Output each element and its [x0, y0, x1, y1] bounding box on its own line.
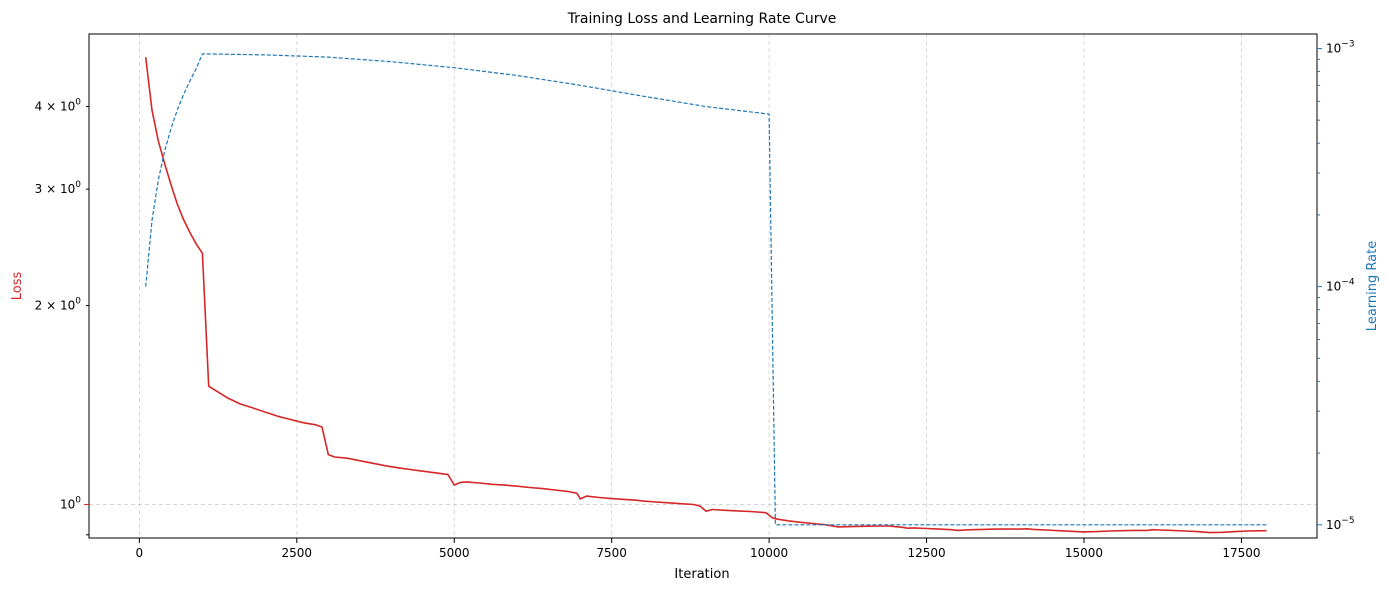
y-minor-tick-label: 3 × 100 [35, 180, 82, 196]
x-tick-label: 0 [136, 546, 144, 560]
y-minor-tick-label: 2 × 100 [35, 297, 82, 313]
x-tick-label: 12500 [907, 546, 945, 560]
learning-rate-line [145, 53, 1267, 526]
x-tick-label: 17500 [1222, 546, 1260, 560]
x-axis: 0 2500 5000 7500 10000 12500 15000 17500 [136, 538, 1261, 560]
y-axis-right: 10−5 10−4 10−3 [1317, 39, 1355, 532]
loss-line [144, 57, 1267, 534]
y-axis-label: Loss [10, 272, 25, 301]
x-tick-label: 15000 [1065, 546, 1103, 560]
x-tick-label: 5000 [439, 546, 470, 560]
x-tick-label: 2500 [282, 546, 313, 560]
y2-tick-label: 10−3 [1326, 39, 1355, 55]
y2-axis-label: Learning Rate [1365, 241, 1380, 331]
x-tick-label: 10000 [750, 546, 788, 560]
y-tick-label: 100 [60, 496, 81, 512]
y2-tick-label: 10−5 [1326, 516, 1355, 532]
plot-area [144, 53, 1267, 534]
y-axis-left: 100 2 × 100 3 × 100 4 × 100 [35, 98, 89, 536]
x-tick-label: 7500 [596, 546, 627, 560]
y2-tick-label: 10−4 [1326, 278, 1355, 294]
grid [89, 34, 1317, 538]
x-axis-label: Iteration [674, 567, 729, 582]
y-minor-tick-label: 4 × 100 [35, 98, 82, 114]
plot-frame [88, 33, 1318, 539]
chart-title: Training Loss and Learning Rate Curve [567, 11, 837, 27]
